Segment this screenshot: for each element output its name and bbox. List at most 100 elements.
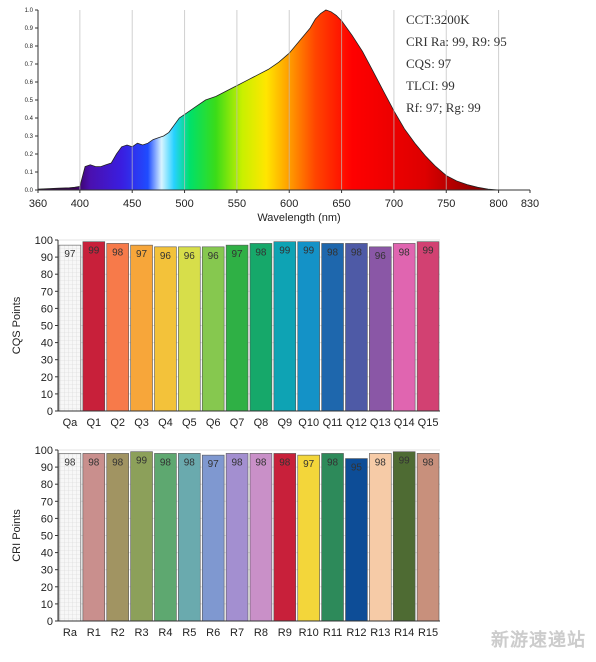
cqs-category-label: Q12 xyxy=(346,417,367,429)
cqs-data-label: 98 xyxy=(255,247,267,258)
cqs-bar xyxy=(201,246,225,412)
cri-data-label: 98 xyxy=(232,457,244,468)
cqs-category-label: Q7 xyxy=(230,417,245,429)
spectrum-x-tick-label: 800 xyxy=(489,198,507,210)
cqs-bar xyxy=(392,243,416,412)
cqs-bar-chart: 97 Qa 99 Q1 98 Q2 97 Q3 96 Q4 96 Q5 96 Q6 97 Q7 98 Q8 99 Q9… xyxy=(11,235,440,429)
cri-bar xyxy=(178,453,201,622)
cqs-bar xyxy=(130,244,153,412)
cqs-bar xyxy=(321,243,344,412)
spectrum-annotation: CCT:3200K xyxy=(406,12,470,27)
cri-category-label: R11 xyxy=(323,627,342,639)
spectrum-annotation: CRI Ra: 99, R9: 95 xyxy=(406,34,507,49)
cqs-data-label: 99 xyxy=(279,246,291,257)
cri-category-label: R14 xyxy=(394,627,414,639)
cri-data-label: 99 xyxy=(399,456,411,467)
cqs-data-label: 99 xyxy=(88,246,100,257)
cqs-bar xyxy=(297,241,320,412)
cqs-data-label: 97 xyxy=(64,249,76,260)
cqs-category-label: Q14 xyxy=(394,417,415,429)
spectrum-y-tick-label: 0.3 xyxy=(25,134,34,140)
cri-y-tick-label: 100 xyxy=(35,445,53,457)
cri-category-label: R12 xyxy=(346,627,366,639)
spectrum-x-tick-label: 650 xyxy=(332,198,350,210)
spectrum-y-tick-label: 0.4 xyxy=(25,116,34,122)
spectrum-y-tick-label: 0.5 xyxy=(25,98,34,104)
cri-data-label: 98 xyxy=(423,457,435,468)
cqs-category-label: Q6 xyxy=(206,417,221,429)
cri-category-label: R2 xyxy=(111,627,125,639)
spectrum-y-tick-label: 0.0 xyxy=(25,188,34,194)
cqs-data-label: 99 xyxy=(303,246,315,257)
cri-data-label: 97 xyxy=(303,459,315,470)
cqs-category-label: Q9 xyxy=(277,417,292,429)
cri-category-label: R8 xyxy=(254,627,268,639)
spectrum-y-tick-label: 0.9 xyxy=(25,26,34,32)
spectrum-area xyxy=(37,9,530,191)
cri-category-label: R7 xyxy=(230,627,244,639)
cri-bar xyxy=(392,451,416,622)
cqs-category-label: Qa xyxy=(63,417,79,429)
cri-data-label: 97 xyxy=(208,459,220,470)
cqs-category-label: Q10 xyxy=(298,417,319,429)
cqs-data-label: 98 xyxy=(399,247,411,258)
cri-y-tick-label: 80 xyxy=(41,479,53,491)
cqs-data-label: 98 xyxy=(351,247,363,258)
cqs-y-tick-label: 100 xyxy=(35,235,53,247)
cri-bar xyxy=(249,453,273,622)
cri-category-label: R1 xyxy=(87,627,101,639)
cri-data-label: 98 xyxy=(279,457,291,468)
cqs-y-tick-label: 80 xyxy=(41,269,53,281)
cri-y-tick-label: 10 xyxy=(41,599,53,611)
spectrum-annotation: TLCI: 99 xyxy=(406,78,455,93)
spectrum-x-tick-label: 360 xyxy=(29,198,47,210)
cqs-bar xyxy=(345,243,368,412)
cri-data-label: 95 xyxy=(351,463,363,474)
cri-category-label: R4 xyxy=(158,627,172,639)
cqs-category-label: Q1 xyxy=(86,417,101,429)
cqs-bar xyxy=(178,246,201,412)
spectrum-y-tick-label: 0.2 xyxy=(25,152,34,158)
cri-data-label: 98 xyxy=(112,457,124,468)
cri-category-label: R9 xyxy=(278,627,292,639)
cri-bar xyxy=(82,453,106,622)
spectrum-x-tick-label: 700 xyxy=(385,198,403,210)
spectrum-y-tick-label: 0.6 xyxy=(25,80,34,86)
spectrum-x-tick-label: 400 xyxy=(71,198,89,210)
cri-category-label: R3 xyxy=(135,627,149,639)
cqs-data-label: 99 xyxy=(423,246,435,257)
spectrum-x-tick-label: 450 xyxy=(123,198,141,210)
spectrum-x-axis-label: Wavelength (nm) xyxy=(257,212,340,224)
cqs-y-tick-label: 0 xyxy=(47,406,53,418)
cri-bar xyxy=(345,458,368,622)
cqs-y-tick-label: 90 xyxy=(41,252,53,264)
spectrum-annotation: CQS: 97 xyxy=(406,56,452,71)
cri-y-tick-label: 20 xyxy=(41,582,53,594)
cri-bar-chart: 98 Ra 98 R1 98 R2 99 R3 98 R4 98 R5 97 R6 98 R7 98 R8 98 R9… xyxy=(11,445,440,639)
cqs-data-label: 96 xyxy=(208,251,220,262)
spectrum-annotation: Rf: 97; Rg: 99 xyxy=(406,100,481,115)
cqs-category-label: Q8 xyxy=(254,417,269,429)
cqs-y-tick-label: 70 xyxy=(41,286,53,298)
cqs-y-tick-label: 10 xyxy=(41,389,53,401)
watermark: 新游速递站 xyxy=(491,630,586,651)
cri-bar xyxy=(130,451,153,622)
cqs-data-label: 97 xyxy=(232,249,244,260)
cqs-data-label: 96 xyxy=(375,251,387,262)
spectrum-x-tick-label: 550 xyxy=(228,198,246,210)
spectrum-x-tick-label: 750 xyxy=(437,198,455,210)
cri-data-label: 98 xyxy=(375,457,387,468)
cri-data-label: 98 xyxy=(160,457,172,468)
cri-bar xyxy=(225,453,249,622)
cri-data-label: 98 xyxy=(255,457,267,468)
cri-data-label: 98 xyxy=(184,457,196,468)
cqs-y-tick-label: 60 xyxy=(41,303,53,315)
cri-bar xyxy=(369,453,392,622)
cri-category-label: R5 xyxy=(182,627,196,639)
cri-y-tick-label: 60 xyxy=(41,513,53,525)
cri-data-label: 99 xyxy=(136,456,148,467)
cqs-bar xyxy=(225,244,249,412)
cri-y-tick-label: 90 xyxy=(41,462,53,474)
cqs-y-tick-label: 50 xyxy=(41,321,53,333)
cqs-data-label: 96 xyxy=(160,251,172,262)
